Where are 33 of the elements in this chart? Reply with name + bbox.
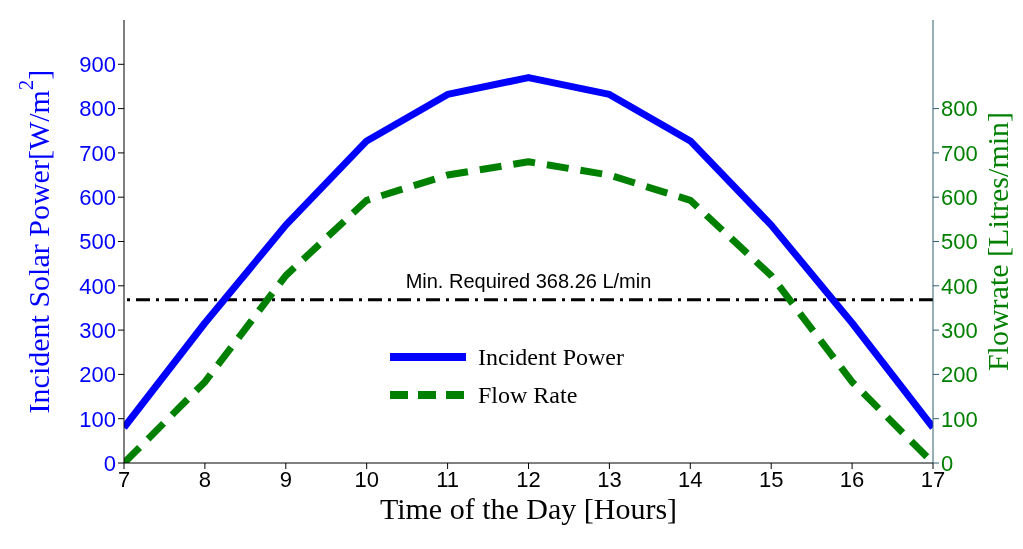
x-tick-label: 9 xyxy=(279,466,292,492)
y-tick-label: 500 xyxy=(79,229,116,255)
legend-label: Incident Power xyxy=(478,343,624,371)
ref-line-label: Min. Required 368.26 L/min xyxy=(405,269,652,292)
x-tick-label: 10 xyxy=(354,466,379,492)
y2-tick-label: 300 xyxy=(941,317,978,343)
y2-tick-label: 800 xyxy=(941,96,978,122)
y2-tick-label: 400 xyxy=(941,273,978,299)
x-tick-label: 7 xyxy=(117,466,131,492)
x-tick-label: 15 xyxy=(758,466,784,492)
legend-label: Flow Rate xyxy=(478,381,578,409)
y-tick-label: 0 xyxy=(103,450,116,476)
y-tick-label: 300 xyxy=(79,317,116,343)
y2-tick-label: 100 xyxy=(941,406,978,432)
y-tick-label: 200 xyxy=(79,362,116,388)
x-tick-label: 16 xyxy=(839,466,865,492)
x-tick-label: 11 xyxy=(436,466,460,492)
y-tick-label: 700 xyxy=(79,140,116,166)
y2-tick-label: 500 xyxy=(941,229,978,255)
y2-tick-label: 700 xyxy=(941,140,978,166)
y-tick-label: 800 xyxy=(79,96,116,122)
y-tick-label: 400 xyxy=(79,273,116,299)
x-tick-label: 12 xyxy=(516,466,541,492)
x-tick-label: 14 xyxy=(678,466,703,492)
y-tick-label: 600 xyxy=(79,185,116,211)
y2-tick-label: 600 xyxy=(941,185,978,211)
y-tick-label: 900 xyxy=(79,52,116,78)
x-tick-label: 13 xyxy=(597,466,622,492)
x-axis-title: Time of the Day [Hours] xyxy=(379,492,678,525)
y2-axis-title: Flowrate [Litres/min] xyxy=(980,111,1014,372)
y2-tick-label: 200 xyxy=(941,362,978,388)
y-tick-label: 100 xyxy=(79,406,116,432)
x-tick-label: 8 xyxy=(198,466,212,492)
